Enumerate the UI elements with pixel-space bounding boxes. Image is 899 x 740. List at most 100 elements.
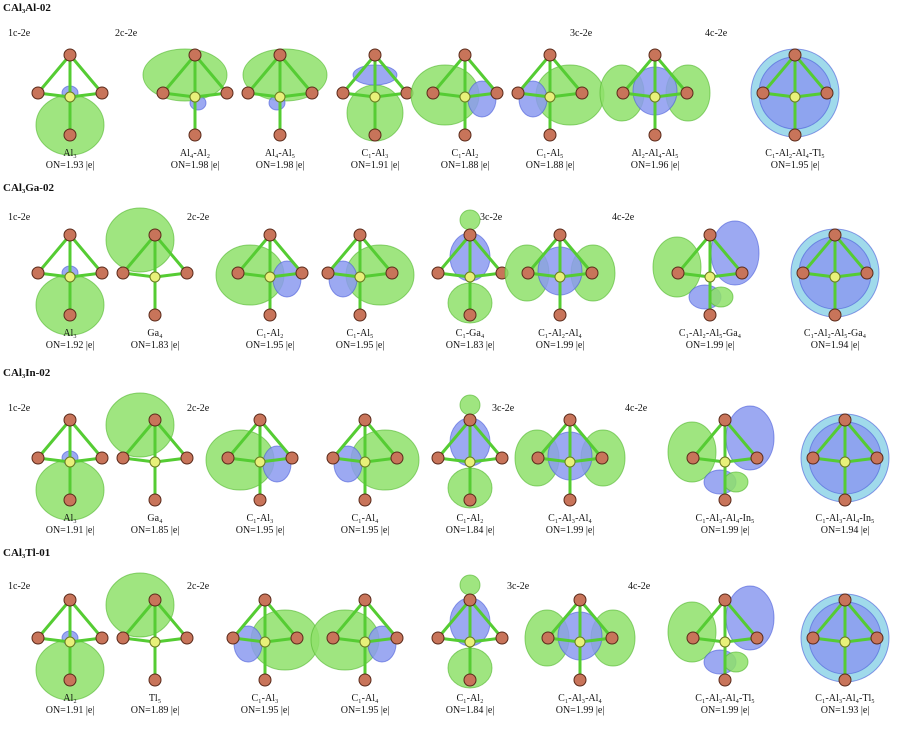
atom-sphere xyxy=(148,593,162,607)
orbital-lobe xyxy=(459,394,481,416)
carbon-atom xyxy=(704,271,716,283)
atom-sphere xyxy=(336,86,350,100)
atom-sphere xyxy=(828,308,842,322)
occupation-number: ON=1.99 |e| xyxy=(535,340,585,351)
atom-sphere xyxy=(226,631,240,645)
orbital-isosurface xyxy=(105,392,194,507)
bond-line xyxy=(331,419,367,459)
atom-sphere xyxy=(788,128,802,142)
bond-atoms-label: C₁-Al₂ xyxy=(256,328,284,339)
orbital-isosurface xyxy=(215,228,309,322)
orbital-isosurface xyxy=(431,394,509,509)
bond-line xyxy=(431,54,467,94)
orbital-panel: C₁-Al₄ ON=1.95 |e| xyxy=(310,570,420,720)
atom-sphere xyxy=(353,228,367,242)
bond-atoms-label: Al₂-Al₄-Al₅ xyxy=(631,148,679,159)
orbital-isosurface xyxy=(800,413,890,507)
bond-type-label: 1c-2e xyxy=(8,403,31,414)
carbon-atom xyxy=(464,636,476,648)
bond-line xyxy=(468,599,504,639)
bond-type-label: 3c-2e xyxy=(492,403,515,414)
atom-sphere xyxy=(495,631,509,645)
carbon-atom xyxy=(544,91,556,103)
bond-line xyxy=(833,234,869,274)
atom-sphere xyxy=(750,451,764,465)
atom-sphere xyxy=(148,413,162,427)
atom-sphere xyxy=(718,673,732,687)
atom-sphere xyxy=(686,451,700,465)
orbital-panel: C₁-Al₂-Al₄ ON=1.99 |e| xyxy=(504,205,616,355)
bond-type-label: 2c-2e xyxy=(115,28,138,39)
bond-line xyxy=(468,419,504,459)
atom-sphere xyxy=(490,86,504,100)
atom-sphere xyxy=(148,228,162,242)
atom-sphere xyxy=(756,86,770,100)
atom-sphere xyxy=(750,631,764,645)
bond-atoms-label: C₁-Al₂-Al₄ xyxy=(538,328,582,339)
orbital-panel: C₁-Al₃-Al₄-Tl₅ ON=1.99 |e| xyxy=(667,570,780,720)
atom-sphere xyxy=(553,308,567,322)
orbital-lobe xyxy=(459,574,481,596)
bond-atoms-label: C₁-Al₂ xyxy=(456,693,484,704)
bond-atoms-label: C₁-Al₃-Al₄-Tl₅ xyxy=(695,693,755,704)
carbon-atom xyxy=(354,271,366,283)
orbital-panel: Al₃ ON=1.91 |e| xyxy=(15,390,125,540)
atom-sphere xyxy=(95,266,109,280)
atom-sphere xyxy=(258,673,272,687)
occupation-number: ON=1.95 |e| xyxy=(340,705,390,716)
bond-atoms-label: Al₃ xyxy=(63,328,77,339)
bond-line xyxy=(68,234,104,274)
bond-type-label: 4c-2e xyxy=(705,28,728,39)
bond-line xyxy=(793,54,829,94)
carbon-atom xyxy=(64,636,76,648)
occupation-number: ON=1.91 |e| xyxy=(45,705,95,716)
bond-line xyxy=(463,54,499,94)
orbital-panel: C₁-Al₃ ON=1.95 |e| xyxy=(205,390,315,540)
bond-line xyxy=(278,54,314,94)
atom-sphere xyxy=(241,86,255,100)
atom-sphere xyxy=(870,451,884,465)
atom-sphere xyxy=(796,266,810,280)
bond-line xyxy=(363,419,399,459)
occupation-number: ON=1.98 |e| xyxy=(255,160,305,171)
carbon-atom xyxy=(719,456,731,468)
orbital-isosurface xyxy=(667,405,775,507)
atom-sphere xyxy=(671,266,685,280)
bond-atoms-label: C₁-Al₃ xyxy=(246,513,274,524)
carbon-atom xyxy=(459,91,471,103)
atom-sphere xyxy=(295,266,309,280)
atom-sphere xyxy=(358,593,372,607)
bond-atoms-label: C₁-Al₂-Al₄-Tl₅ xyxy=(765,148,825,159)
orbital-panel: C₁-Al₃-Al₄-Tl₅ ON=1.93 |e| xyxy=(790,570,899,720)
atom-sphere xyxy=(820,86,834,100)
bond-line xyxy=(843,419,879,459)
orbital-lobe xyxy=(105,392,175,458)
occupation-number: ON=1.95 |e| xyxy=(245,340,295,351)
bond-atoms-label: C₁-Al₅ xyxy=(536,148,564,159)
bond-line xyxy=(36,234,72,274)
bond-line xyxy=(153,599,189,639)
bond-line xyxy=(801,234,837,274)
bond-atoms-label: C₁-Ga₄ xyxy=(455,328,485,339)
atom-sphere xyxy=(31,266,45,280)
atom-sphere xyxy=(63,673,77,687)
orbital-isosurface xyxy=(652,220,760,322)
occupation-number: ON=1.88 |e| xyxy=(440,160,490,171)
bond-line xyxy=(708,234,744,274)
carbon-atom xyxy=(574,636,586,648)
atom-sphere xyxy=(353,308,367,322)
bond-line xyxy=(363,599,399,639)
occupation-number: ON=1.94 |e| xyxy=(820,525,870,536)
bond-line xyxy=(691,419,727,459)
occupation-number: ON=1.98 |e| xyxy=(170,160,220,171)
orbital-panel: Al₃ ON=1.93 |e| xyxy=(15,25,125,175)
atom-sphere xyxy=(543,128,557,142)
carbon-atom xyxy=(839,636,851,648)
bond-line xyxy=(723,599,759,639)
atom-sphere xyxy=(563,493,577,507)
bond-line xyxy=(436,599,472,639)
atom-sphere xyxy=(648,48,662,62)
atom-sphere xyxy=(390,451,404,465)
bond-line xyxy=(436,234,472,274)
atom-sphere xyxy=(221,451,235,465)
